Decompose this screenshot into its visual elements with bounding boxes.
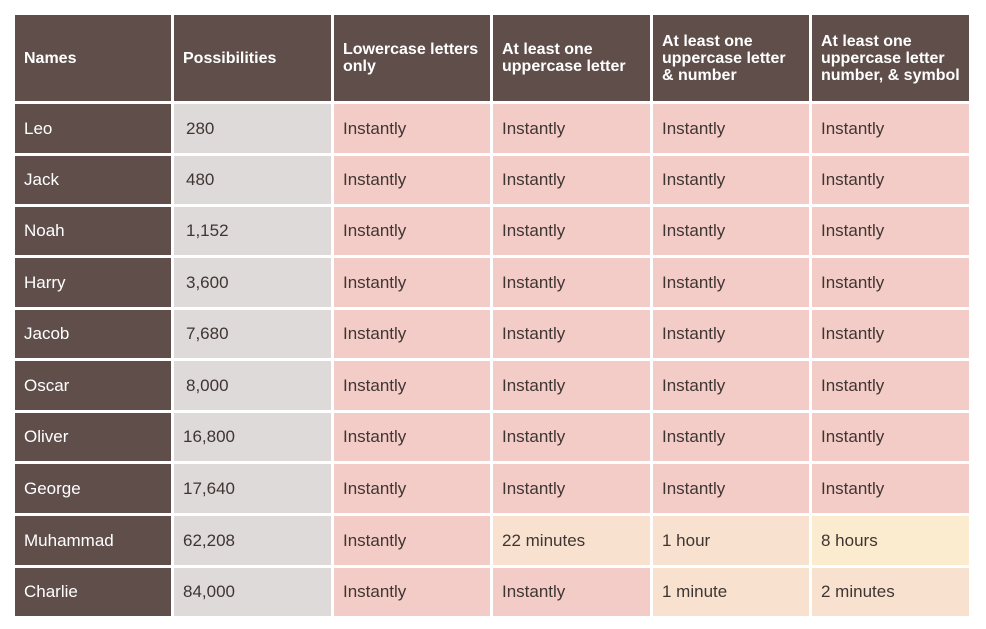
lowercase-time-cell: Instantly (334, 207, 490, 255)
table-row: Oscar 8,000 Instantly Instantly Instantl… (15, 361, 969, 410)
name-cell: Noah (15, 207, 171, 255)
name-cell: Muhammad (15, 516, 171, 565)
uppercase-number-symbol-time-cell: Instantly (812, 156, 969, 204)
name-cell: Oscar (15, 361, 171, 410)
header-uppercase-number: At least one uppercase letter & number (653, 15, 809, 101)
uppercase-time-cell: Instantly (493, 413, 650, 461)
lowercase-time-cell: Instantly (334, 464, 490, 513)
uppercase-time-cell: 22 minutes (493, 516, 650, 565)
possibilities-cell: 84,000 (174, 568, 331, 616)
uppercase-number-time-cell: 1 hour (653, 516, 809, 565)
uppercase-number-time-cell: Instantly (653, 413, 809, 461)
uppercase-number-time-cell: Instantly (653, 104, 809, 153)
table-row: Jack 480 Instantly Instantly Instantly I… (15, 156, 969, 204)
uppercase-number-time-cell: Instantly (653, 464, 809, 513)
uppercase-number-symbol-time-cell: Instantly (812, 207, 969, 255)
table-row: Leo 280 Instantly Instantly Instantly In… (15, 104, 969, 153)
table-row: Noah 1,152 Instantly Instantly Instantly… (15, 207, 969, 255)
name-cell: Charlie (15, 568, 171, 616)
header-one-uppercase: At least one uppercase letter (493, 15, 650, 101)
name-cell: Harry (15, 258, 171, 307)
uppercase-time-cell: Instantly (493, 104, 650, 153)
table-row: Jacob 7,680 Instantly Instantly Instantl… (15, 310, 969, 358)
possibilities-cell: 480 (174, 156, 331, 204)
name-cell: Oliver (15, 413, 171, 461)
uppercase-number-symbol-time-cell: 8 hours (812, 516, 969, 565)
uppercase-time-cell: Instantly (493, 568, 650, 616)
name-cell: Jack (15, 156, 171, 204)
uppercase-number-symbol-time-cell: Instantly (812, 310, 969, 358)
lowercase-time-cell: Instantly (334, 258, 490, 307)
uppercase-number-time-cell: Instantly (653, 361, 809, 410)
header-possibilities: Possibilities (174, 15, 331, 101)
lowercase-time-cell: Instantly (334, 568, 490, 616)
uppercase-number-symbol-time-cell: Instantly (812, 104, 969, 153)
table-row: Oliver 16,800 Instantly Instantly Instan… (15, 413, 969, 461)
uppercase-number-symbol-time-cell: 2 minutes (812, 568, 969, 616)
lowercase-time-cell: Instantly (334, 104, 490, 153)
uppercase-time-cell: Instantly (493, 156, 650, 204)
table-row: Harry 3,600 Instantly Instantly Instantl… (15, 258, 969, 307)
possibilities-cell: 17,640 (174, 464, 331, 513)
lowercase-time-cell: Instantly (334, 516, 490, 565)
lowercase-time-cell: Instantly (334, 361, 490, 410)
header-names: Names (15, 15, 171, 101)
uppercase-time-cell: Instantly (493, 361, 650, 410)
possibilities-cell: 16,800 (174, 413, 331, 461)
uppercase-number-symbol-time-cell: Instantly (812, 413, 969, 461)
uppercase-time-cell: Instantly (493, 310, 650, 358)
uppercase-number-time-cell: Instantly (653, 156, 809, 204)
uppercase-number-time-cell: Instantly (653, 258, 809, 307)
password-crack-time-table-container: Names Possibilities Lowercase letters on… (15, 15, 969, 616)
lowercase-time-cell: Instantly (334, 310, 490, 358)
uppercase-number-time-cell: Instantly (653, 310, 809, 358)
header-lowercase-only: Lowercase letters only (334, 15, 490, 101)
uppercase-number-time-cell: 1 minute (653, 568, 809, 616)
table-row: George 17,640 Instantly Instantly Instan… (15, 464, 969, 513)
uppercase-time-cell: Instantly (493, 464, 650, 513)
name-cell: George (15, 464, 171, 513)
name-cell: Jacob (15, 310, 171, 358)
possibilities-cell: 1,152 (174, 207, 331, 255)
uppercase-number-symbol-time-cell: Instantly (812, 361, 969, 410)
possibilities-cell: 3,600 (174, 258, 331, 307)
name-cell: Leo (15, 104, 171, 153)
header-uppercase-number-symbol: At least one uppercase letter number, & … (812, 15, 969, 101)
table-row: Muhammad 62,208 Instantly 22 minutes 1 h… (15, 516, 969, 565)
lowercase-time-cell: Instantly (334, 156, 490, 204)
password-crack-time-table: Names Possibilities Lowercase letters on… (12, 12, 972, 619)
uppercase-number-symbol-time-cell: Instantly (812, 258, 969, 307)
possibilities-cell: 7,680 (174, 310, 331, 358)
possibilities-cell: 8,000 (174, 361, 331, 410)
lowercase-time-cell: Instantly (334, 413, 490, 461)
possibilities-cell: 280 (174, 104, 331, 153)
possibilities-cell: 62,208 (174, 516, 331, 565)
table-header-row: Names Possibilities Lowercase letters on… (15, 15, 969, 101)
uppercase-number-time-cell: Instantly (653, 207, 809, 255)
uppercase-time-cell: Instantly (493, 207, 650, 255)
uppercase-time-cell: Instantly (493, 258, 650, 307)
uppercase-number-symbol-time-cell: Instantly (812, 464, 969, 513)
table-row: Charlie 84,000 Instantly Instantly 1 min… (15, 568, 969, 616)
